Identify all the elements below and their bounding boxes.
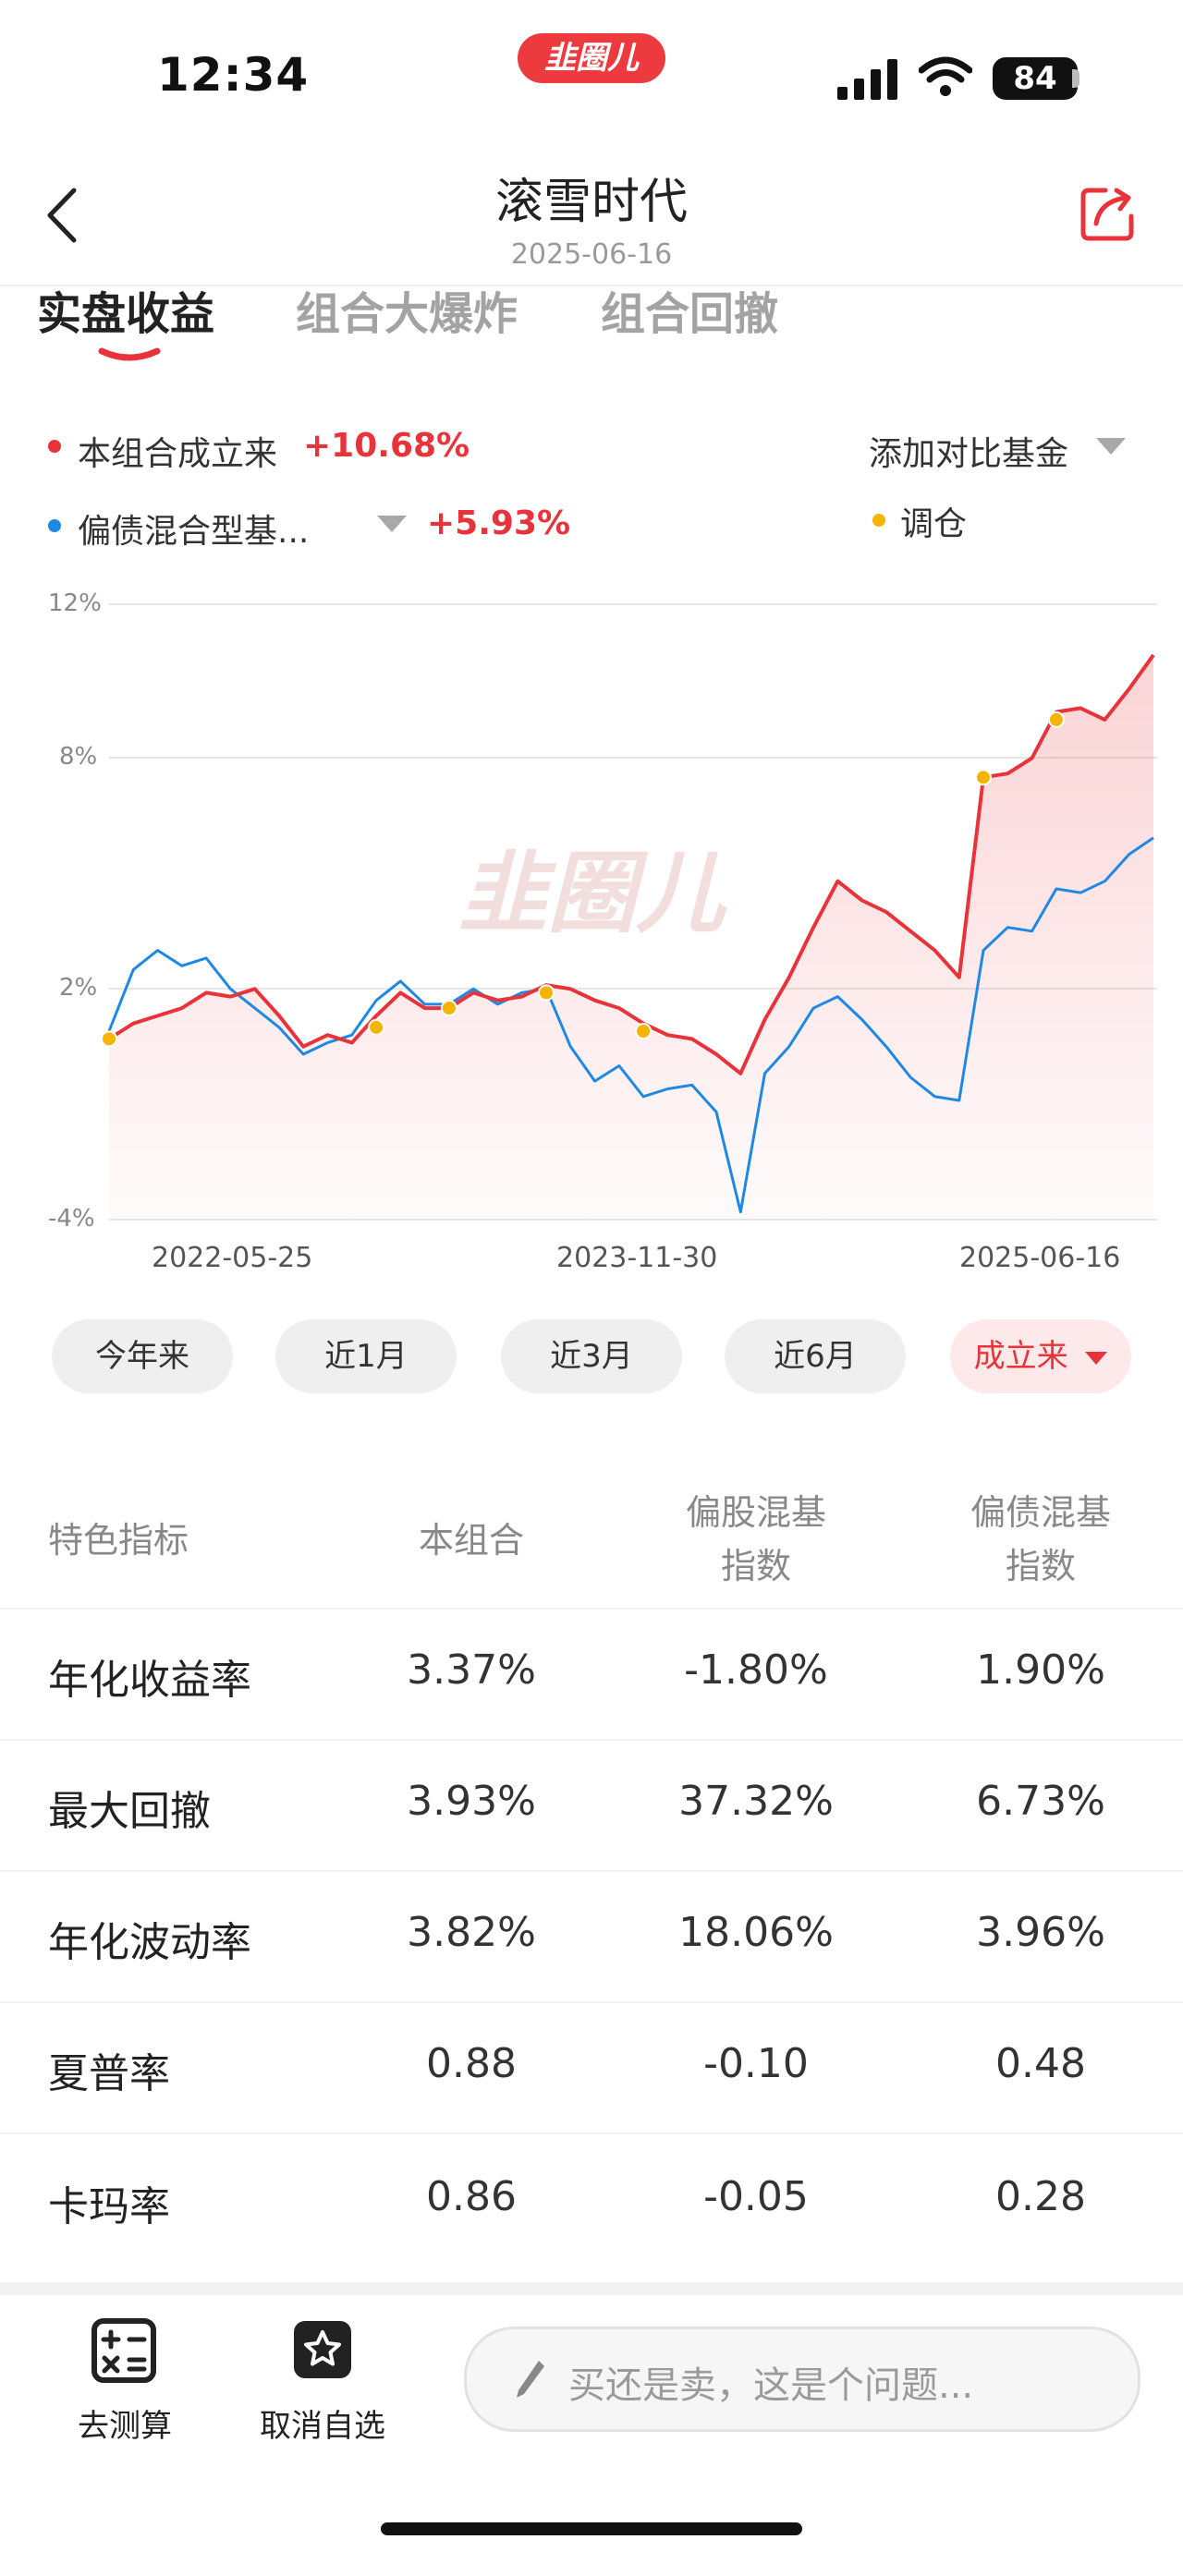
- legend-portfolio-label: 本组合成立来: [78, 435, 278, 473]
- legend-rebalance-label: 调仓: [900, 505, 968, 543]
- back-arrow-icon[interactable]: [41, 185, 81, 246]
- battery-nub: [1072, 69, 1079, 88]
- tab-real-returns[interactable]: 实盘收益: [37, 288, 215, 340]
- calculate-button-label[interactable]: 去测算: [78, 2408, 172, 2445]
- table-header-bond-index: 偏债混基 指数: [970, 1492, 1111, 1586]
- pencil-icon: [517, 2361, 544, 2398]
- x-tick-label: 2022-05-25: [152, 1242, 313, 1274]
- range-inception-label: 成立来: [973, 1338, 1068, 1375]
- returns-line-chart[interactable]: 韭圈儿: [0, 573, 1183, 1238]
- portfolio-series-line: [107, 653, 1155, 1075]
- comment-input-placeholder: 买还是卖，这是个问题...: [568, 2364, 974, 2407]
- share-icon[interactable]: [1078, 185, 1137, 244]
- tab-portfolio-explosion[interactable]: 组合大爆炸: [296, 288, 518, 340]
- rebalance-point[interactable]: [538, 984, 555, 1002]
- portfolio-area-fill: [109, 654, 1153, 1220]
- table-header-equity-index: 偏股混基 指数: [685, 1492, 826, 1586]
- table-row-label: 夏普率: [48, 2050, 170, 2097]
- table-row-label: 年化收益率: [48, 1657, 251, 1704]
- row-divider: [0, 2132, 1183, 2134]
- add-compare-fund-button[interactable]: 添加对比基金: [869, 435, 1069, 473]
- header-divider: [0, 285, 1183, 286]
- table-cell: -1.80%: [684, 1646, 828, 1694]
- range-1m-button[interactable]: 近1月: [275, 1319, 457, 1393]
- page-title: 滚雪时代: [494, 175, 688, 230]
- table-cell: 3.82%: [407, 1909, 536, 1956]
- page-date: 2025-06-16: [510, 238, 673, 271]
- rebalance-point[interactable]: [635, 1023, 652, 1039]
- range-3m-button[interactable]: 近3月: [501, 1319, 682, 1393]
- benchmark-dropdown-icon[interactable]: [377, 516, 407, 532]
- rebalance-point[interactable]: [440, 1000, 457, 1017]
- comment-input[interactable]: 买还是卖，这是个问题...: [464, 2327, 1140, 2432]
- x-tick-label: 2025-06-16: [959, 1242, 1121, 1274]
- range-6m-button[interactable]: 近6月: [725, 1319, 906, 1393]
- table-row-label: 卡玛率: [48, 2183, 170, 2230]
- table-row-label: 年化波动率: [48, 1919, 251, 1966]
- table-cell: 3.96%: [976, 1909, 1105, 1956]
- table-cell: 6.73%: [976, 1778, 1105, 1825]
- dropdown-caret-icon: [1085, 1351, 1108, 1365]
- table-cell: 1.90%: [976, 1646, 1105, 1694]
- table-cell: 0.48: [995, 2040, 1086, 2087]
- legend-rebalance-dot: [872, 514, 885, 527]
- table-cell: -0.05: [703, 2173, 809, 2220]
- calculator-icon[interactable]: [91, 2317, 157, 2384]
- tab-portfolio-drawdown[interactable]: 组合回撤: [601, 288, 779, 340]
- table-cell: 37.32%: [678, 1778, 834, 1825]
- table-header-portfolio: 本组合: [418, 1520, 524, 1561]
- rebalance-point[interactable]: [101, 1030, 117, 1048]
- favorite-star-icon[interactable]: [292, 2319, 353, 2380]
- chart-watermark: 韭圈儿: [458, 842, 727, 945]
- table-cell: 3.37%: [407, 1646, 536, 1694]
- table-cell: 0.88: [426, 2040, 517, 2087]
- remove-favorite-button-label[interactable]: 取消自选: [260, 2408, 385, 2445]
- status-time: 12:34: [157, 48, 310, 102]
- active-tab-indicator: [98, 347, 161, 361]
- y-tick-label: -4%: [48, 1205, 95, 1233]
- x-tick-label: 2023-11-30: [556, 1242, 718, 1274]
- brand-logo: 韭圈儿: [518, 33, 665, 83]
- benchmark-series-line: [107, 836, 1154, 1214]
- wifi-icon: [919, 56, 972, 96]
- range-inception-button[interactable]: 成立来: [950, 1319, 1131, 1393]
- table-header-metric: 特色指标: [48, 1520, 189, 1561]
- table-cell: 0.86: [426, 2173, 517, 2220]
- battery-indicator: 84: [993, 57, 1078, 100]
- y-tick-label: 12%: [48, 589, 102, 617]
- table-row-label: 最大回撤: [48, 1788, 211, 1835]
- table-cell: 18.06%: [678, 1909, 834, 1956]
- legend-benchmark-value: +5.93%: [427, 504, 571, 542]
- rebalance-point[interactable]: [368, 1018, 385, 1036]
- legend-benchmark-label[interactable]: 偏债混合型基...: [78, 513, 310, 551]
- row-divider: [0, 1608, 1183, 1610]
- y-tick-label: 8%: [59, 743, 98, 771]
- table-cell: 3.93%: [407, 1778, 536, 1825]
- rebalance-point[interactable]: [975, 769, 992, 786]
- legend-portfolio-dot: [48, 440, 61, 453]
- cellular-signal-icon: [837, 59, 897, 100]
- table-cell: -0.10: [703, 2040, 809, 2087]
- y-tick-label: 2%: [59, 974, 98, 1002]
- home-indicator: [381, 2522, 802, 2535]
- legend-portfolio-value: +10.68%: [303, 427, 470, 465]
- row-divider: [0, 1870, 1183, 1872]
- table-cell: 0.28: [995, 2173, 1086, 2220]
- range-ytd-button[interactable]: 今年来: [52, 1319, 233, 1393]
- legend-benchmark-dot: [48, 519, 61, 532]
- compare-dropdown-icon[interactable]: [1096, 438, 1126, 455]
- rebalance-point[interactable]: [1047, 711, 1065, 728]
- row-divider: [0, 2001, 1183, 2003]
- row-divider: [0, 1739, 1183, 1741]
